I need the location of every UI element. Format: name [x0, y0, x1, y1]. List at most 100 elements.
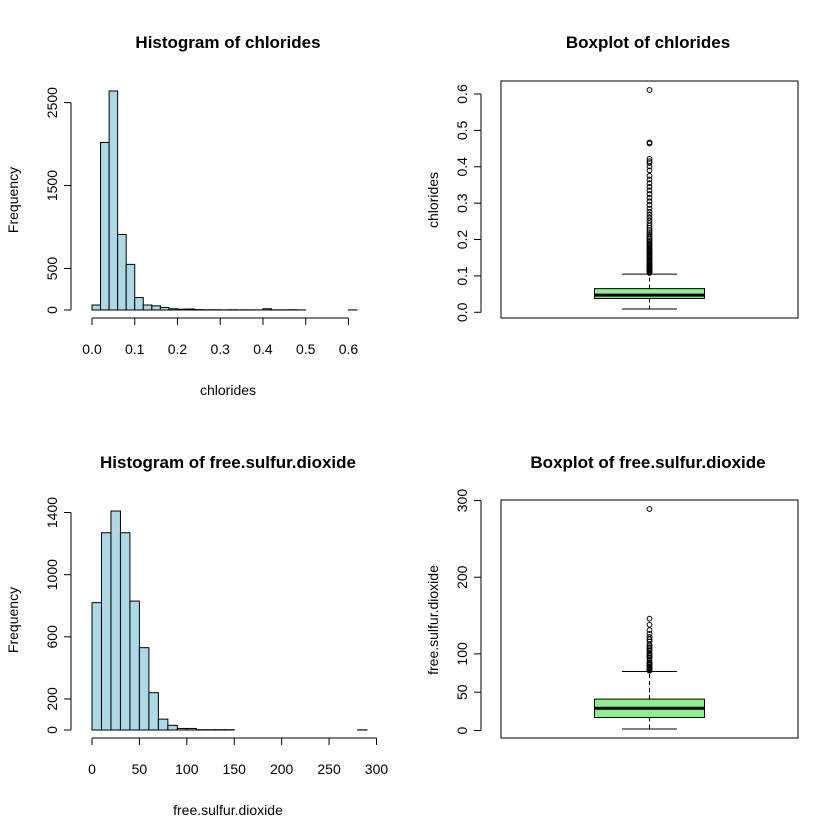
outlier-point: [646, 198, 653, 205]
outlier-point: [646, 231, 653, 237]
x-tick-label: 300: [365, 761, 389, 777]
outlier-point: [646, 211, 653, 218]
y-tick-label: 1400: [44, 497, 60, 528]
y-tick-label: 1000: [44, 559, 60, 590]
y-tick-label: 0.2: [454, 230, 470, 250]
x-tick-label: 50: [132, 761, 148, 777]
y-tick-label: 0.6: [454, 84, 470, 104]
outlier-point: [646, 167, 653, 174]
histogram-bar: [168, 308, 178, 311]
y-tick-label: 600: [44, 625, 60, 649]
x-tick-label: 0: [88, 761, 96, 777]
panel-hist-chlorides: Histogram of chlorides chlorides Frequen…: [5, 33, 358, 398]
plot-frame: [500, 499, 799, 739]
chart-title: Boxplot of chlorides: [566, 33, 730, 52]
histogram-bar: [151, 305, 161, 311]
outlier-point: [646, 615, 653, 622]
outlier-point: [646, 214, 653, 221]
outlier-point: [646, 87, 653, 93]
y-axis-label: Frequency: [5, 587, 21, 653]
outlier-point: [646, 657, 653, 663]
y-tick-label: 200: [454, 565, 470, 589]
y-tick-label: 0: [454, 726, 470, 734]
chart-title: Boxplot of free.sulfur.dioxide: [530, 453, 765, 472]
y-tick-label: 0: [44, 726, 60, 734]
outlier-point: [646, 176, 653, 183]
boxplot: [594, 506, 705, 730]
histogram-bar: [134, 297, 144, 311]
x-tick-label: 0.6: [339, 341, 359, 357]
plot-frame: [500, 80, 799, 319]
outlier-point: [646, 191, 653, 197]
histogram-bar: [167, 724, 178, 731]
histogram-bar: [148, 692, 159, 731]
y-tick-label: 50: [454, 684, 470, 700]
outlier-point: [646, 158, 653, 165]
histogram-bar: [129, 600, 140, 731]
histogram-bar: [117, 234, 127, 311]
y-tick-label: 200: [44, 687, 60, 711]
x-tick-label: 150: [223, 761, 247, 777]
outlier-point: [646, 631, 653, 637]
histogram-bar: [176, 727, 188, 731]
x-axis-label: free.sulfur.dioxide: [173, 802, 283, 818]
x-tick-label: 0.0: [82, 341, 102, 357]
outlier-point: [646, 627, 653, 634]
histogram-bar: [185, 308, 196, 311]
histogram-bar: [125, 263, 136, 311]
y-tick-label: 0: [44, 306, 60, 314]
x-tick-label: 0.2: [168, 341, 188, 357]
y-tick-label: 0.5: [454, 120, 470, 140]
outlier-point: [646, 232, 653, 239]
panel-hist-free-sulfur-dioxide: Histogram of free.sulfur.dioxide free.su…: [5, 453, 388, 818]
outlier-point: [646, 202, 653, 208]
x-tick-label: 200: [270, 761, 294, 777]
y-tick-label: 100: [454, 642, 470, 666]
bars: [91, 510, 368, 731]
outlier-point: [646, 208, 653, 215]
y-axis: 0 500 1500 2500: [44, 87, 72, 314]
y-tick-label: 0.4: [454, 157, 470, 177]
outlier-point: [646, 180, 653, 187]
histogram-bar: [100, 141, 110, 311]
outlier-point: [646, 205, 653, 212]
y-tick-label: 0.1: [454, 266, 470, 286]
x-axis: 0 50 100 150 200 250 300: [88, 737, 389, 777]
outlier-point: [646, 194, 653, 201]
histogram-bar: [110, 510, 121, 731]
y-axis: 0 50 100 200 300: [454, 489, 482, 734]
histogram-bar: [138, 647, 150, 731]
histogram-bar: [100, 532, 112, 731]
y-axis-label: free.sulfur.dioxide: [425, 565, 441, 675]
outlier-point: [646, 155, 653, 162]
x-tick-label: 0.4: [253, 341, 273, 357]
outlier-point: [646, 650, 653, 657]
boxplot: [594, 87, 705, 310]
histogram-bar: [186, 727, 197, 731]
y-axis-label: Frequency: [5, 167, 21, 233]
outlier-point: [646, 220, 653, 227]
outlier-point: [646, 506, 653, 512]
y-tick-label: 300: [454, 489, 470, 513]
histogram-bar: [142, 304, 153, 311]
outlier-point: [646, 636, 653, 643]
y-tick-label: 500: [44, 257, 60, 281]
outlier-point: [646, 172, 653, 179]
y-tick-label: 0.3: [454, 193, 470, 213]
x-tick-label: 250: [317, 761, 341, 777]
histogram-bar: [108, 90, 119, 311]
y-axis: 0 200 600 1000 1400: [44, 497, 72, 734]
outlier-point: [646, 183, 653, 190]
y-tick-label: 0.0: [454, 302, 470, 322]
histogram-bar: [159, 307, 170, 311]
y-axis: 0.0 0.1 0.2 0.3 0.4 0.5 0.6: [454, 84, 482, 322]
x-tick-label: 0.1: [125, 341, 145, 357]
bars: [91, 90, 358, 311]
chart-title: Histogram of free.sulfur.dioxide: [100, 453, 356, 472]
outlier-point: [646, 139, 653, 146]
outlier-point: [646, 217, 653, 224]
histogram-bar: [91, 602, 102, 731]
histogram-bar: [176, 308, 187, 311]
x-tick-label: 0.5: [296, 341, 316, 357]
